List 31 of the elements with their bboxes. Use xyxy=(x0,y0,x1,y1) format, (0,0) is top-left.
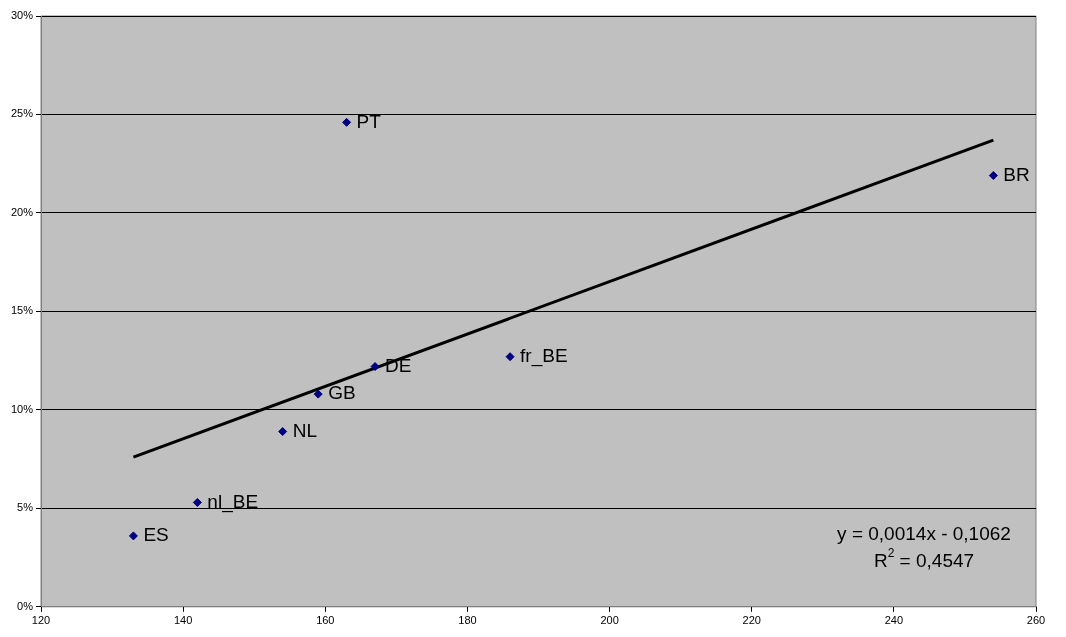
point xyxy=(192,497,202,507)
point xyxy=(505,352,515,362)
y-tick-label: 0% xyxy=(17,599,34,612)
point xyxy=(370,362,380,372)
x-tick-label: 240 xyxy=(884,614,904,627)
y-tick-label: 25% xyxy=(10,107,34,120)
point xyxy=(128,531,138,541)
x-tick-label: 140 xyxy=(173,614,193,627)
annotation: GB xyxy=(328,382,356,404)
annotation: ES xyxy=(143,524,169,546)
y-tick-label: 20% xyxy=(10,205,34,218)
point xyxy=(278,427,288,437)
annotation: PT xyxy=(356,110,382,132)
annotation: nl_BE xyxy=(207,490,259,513)
y-tick-label: 30% xyxy=(10,9,34,22)
annotation: fr_BE xyxy=(520,344,568,367)
annotation: y = 0,0014x - 0,1062 xyxy=(837,523,1011,545)
point xyxy=(988,171,998,181)
x-tick-label: 180 xyxy=(458,614,477,627)
annotation: NL xyxy=(292,419,317,441)
annotation: BR xyxy=(1003,163,1030,185)
y-tick-label: 15% xyxy=(10,304,34,317)
x-tick-label: 220 xyxy=(742,614,761,627)
x-tick-label: 120 xyxy=(31,614,51,627)
x-tick-label: 160 xyxy=(316,614,335,627)
point xyxy=(342,117,352,127)
x-tick-label: 260 xyxy=(1026,614,1046,627)
point xyxy=(313,389,323,399)
y-tick-label: 10% xyxy=(10,402,34,415)
x-tick-label: 200 xyxy=(600,614,619,627)
y-tick-label: 5% xyxy=(17,501,34,514)
